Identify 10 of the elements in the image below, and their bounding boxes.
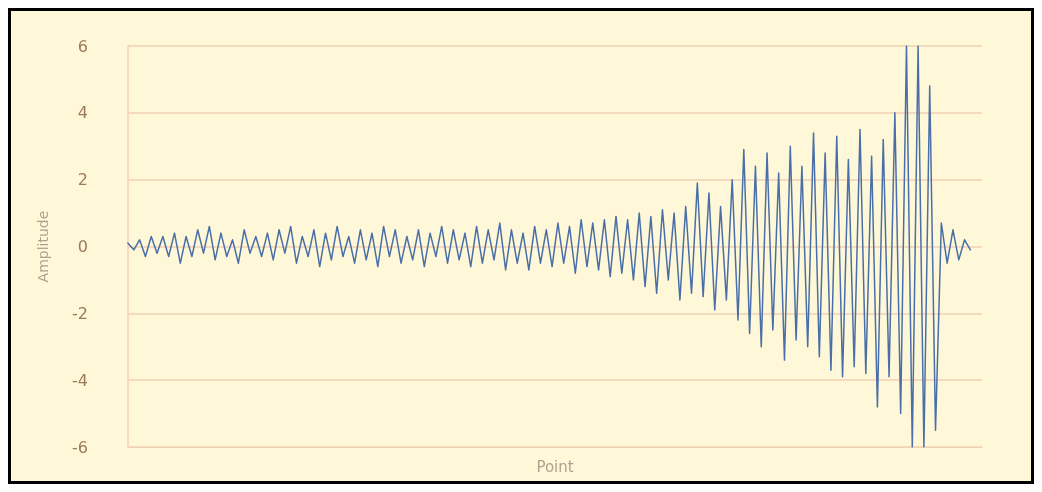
x-axis-title: Point bbox=[536, 458, 574, 477]
line-series bbox=[127, 45, 972, 448]
y-tick-label: 4 bbox=[77, 103, 88, 123]
y-tick-label: -6 bbox=[72, 437, 88, 457]
y-tick-label: -2 bbox=[72, 303, 88, 323]
y-tick-label: 2 bbox=[77, 170, 88, 190]
y-tick-label: 0 bbox=[77, 237, 88, 256]
y-axis-title: Amplitude bbox=[35, 210, 51, 283]
y-tick-label: 6 bbox=[77, 36, 88, 56]
y-tick-label: -4 bbox=[72, 370, 88, 390]
